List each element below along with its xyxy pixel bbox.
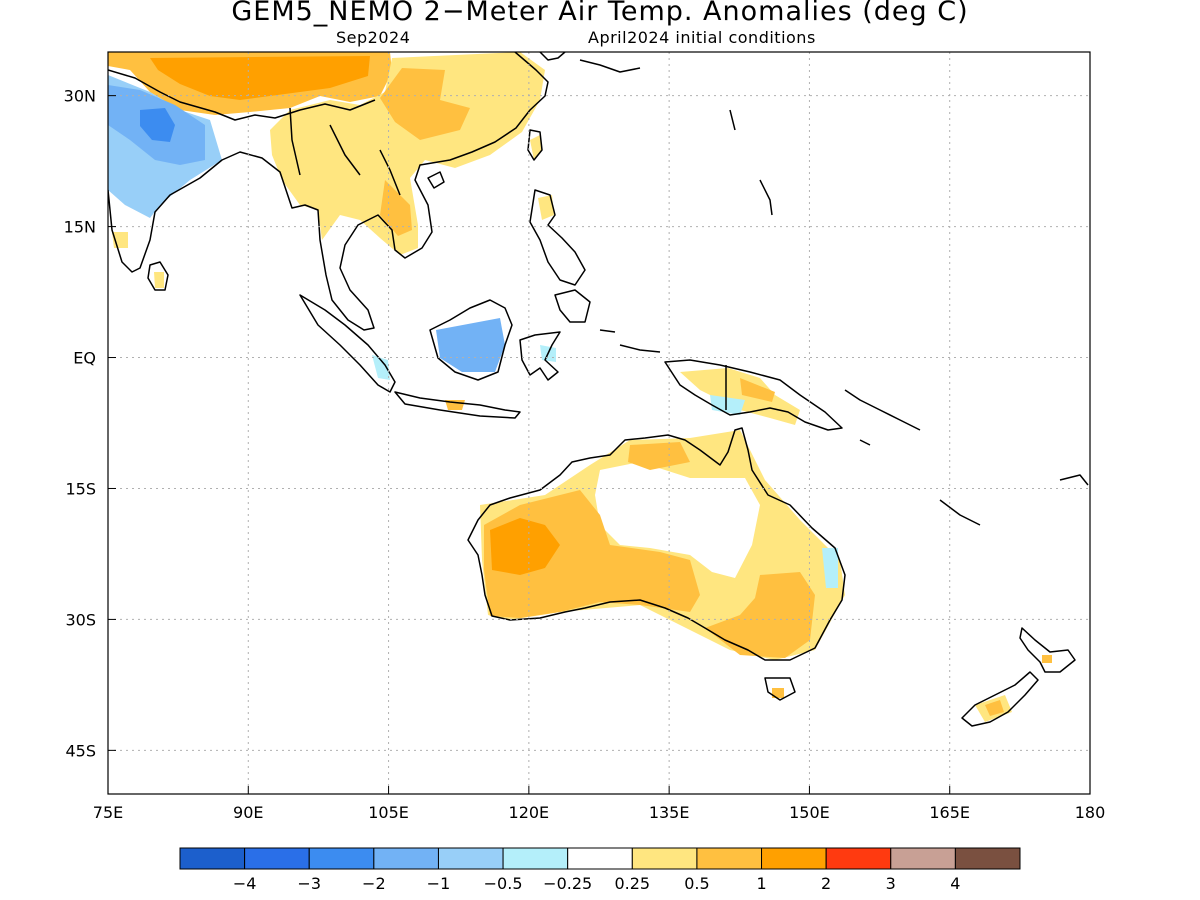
lat-tick-label: 30N	[64, 87, 96, 106]
newguinea-coastline	[664, 359, 843, 431]
sumatra-anomaly	[372, 355, 390, 380]
coastlines	[108, 52, 1089, 727]
colorbar-label: −0.5	[484, 874, 523, 893]
sulawesi-coastline	[519, 331, 561, 381]
india-core-anomaly	[140, 108, 175, 142]
china-warm-anomaly	[380, 68, 470, 140]
australia-se-anomaly	[705, 572, 815, 658]
lon-tick-label: 120E	[509, 803, 550, 822]
colorbar: −4 −3 −2 −1 −0.5 −0.25 0.25 0.5 1 2 3 4	[179, 847, 1021, 893]
lon-tick-label: 90E	[233, 803, 263, 822]
india-border	[108, 69, 376, 121]
lon-tick-label: 180	[1075, 803, 1106, 822]
philippines-anomaly	[538, 195, 554, 220]
lat-tick-label: 45S	[65, 741, 96, 760]
colorbar-label: 0.25	[614, 874, 650, 893]
colorbar-swatch	[437, 847, 504, 870]
tasmania-anomaly	[772, 688, 784, 698]
nz-north-coastline	[1019, 627, 1076, 673]
sumatra-coastline	[299, 294, 396, 393]
colorbar-label: 4	[950, 874, 960, 893]
lon-tick-label: 165E	[929, 803, 970, 822]
colorbar-swatch	[761, 847, 827, 870]
map-frame	[107, 51, 1091, 795]
newguinea-anomaly	[680, 368, 800, 425]
gridlines	[107, 52, 1091, 794]
map-field	[108, 52, 1089, 727]
hainan-coastline	[427, 171, 445, 189]
lon-tick-label: 105E	[368, 803, 409, 822]
lat-tick-labels: 30N 15N EQ 15S 30S 45S	[64, 87, 116, 760]
colorbar-swatch	[890, 847, 956, 870]
sea-borders	[289, 107, 401, 196]
colorbar-swatch	[954, 847, 1021, 870]
tasmania-coastline	[764, 677, 796, 701]
philippines-coastline	[529, 189, 586, 286]
colorbar-swatch	[696, 847, 763, 870]
lon-tick-label: 150E	[789, 803, 830, 822]
borneo-coastline	[429, 299, 513, 381]
colorbar-label: −2	[362, 874, 386, 893]
java-coastline	[394, 391, 521, 419]
srilanka-anomaly	[154, 272, 164, 288]
australia-west-anomaly	[484, 490, 700, 618]
forecast-month: Sep2024	[336, 28, 411, 47]
lat-tick-label: 15N	[64, 218, 96, 237]
nz-south-coastline	[961, 671, 1039, 727]
nz-south-warm-anomaly	[985, 700, 1004, 716]
australia-north-anomaly	[628, 442, 690, 470]
colorbar-swatch	[179, 847, 246, 870]
colorbar-swatch	[308, 847, 375, 870]
colorbar-swatch	[825, 847, 892, 870]
initial-conditions-label: April2024 initial conditions	[588, 28, 816, 47]
colorbar-label: −0.25	[543, 874, 592, 893]
lat-tick-label: 15S	[65, 479, 96, 498]
newguinea-warm-anomaly	[740, 378, 775, 402]
taiwan-coastline	[527, 129, 543, 161]
colorbar-label: −3	[297, 874, 321, 893]
pacific-islands	[579, 59, 1089, 526]
colorbar-label: 1	[756, 874, 766, 893]
colorbar-swatch	[373, 847, 439, 870]
china-anomaly	[270, 52, 545, 255]
map-title: GEM5_NEMO 2−Meter Air Temp. Anomalies (d…	[231, 0, 969, 27]
colorbar-swatch	[631, 847, 698, 870]
colorbar-label: 3	[886, 874, 896, 893]
australia-core-anomaly	[490, 518, 560, 575]
lat-tick-label: EQ	[73, 349, 96, 368]
tibet-core-anomaly	[150, 56, 370, 100]
srilanka-coastline	[147, 261, 169, 291]
colorbar-label: −4	[233, 874, 257, 893]
lon-tick-label: 75E	[93, 803, 123, 822]
asia-coastline	[108, 52, 549, 331]
australia-coastline	[467, 427, 846, 661]
colorbar-swatch	[567, 847, 633, 870]
nz-north-anomaly	[1042, 655, 1052, 663]
korea-coastline	[539, 52, 566, 61]
laos-anomaly	[380, 180, 412, 236]
australia-neutral-anomaly	[595, 462, 760, 578]
mindanao-coastline	[554, 289, 591, 323]
lat-tick-label: 30S	[65, 610, 96, 629]
borneo-anomaly	[436, 318, 505, 372]
colorbar-label: 0.5	[684, 874, 709, 893]
colorbar-label: 2	[821, 874, 831, 893]
colorbar-swatch	[502, 847, 569, 870]
lon-tick-labels: 75E 90E 105E 120E 135E 150E 165E 180	[93, 786, 1106, 822]
australia-cool-anomaly	[822, 548, 838, 588]
newguinea-cool-anomaly	[710, 395, 745, 415]
colorbar-label: −1	[427, 874, 451, 893]
colorbar-swatch	[244, 847, 310, 870]
lon-tick-label: 135E	[649, 803, 690, 822]
